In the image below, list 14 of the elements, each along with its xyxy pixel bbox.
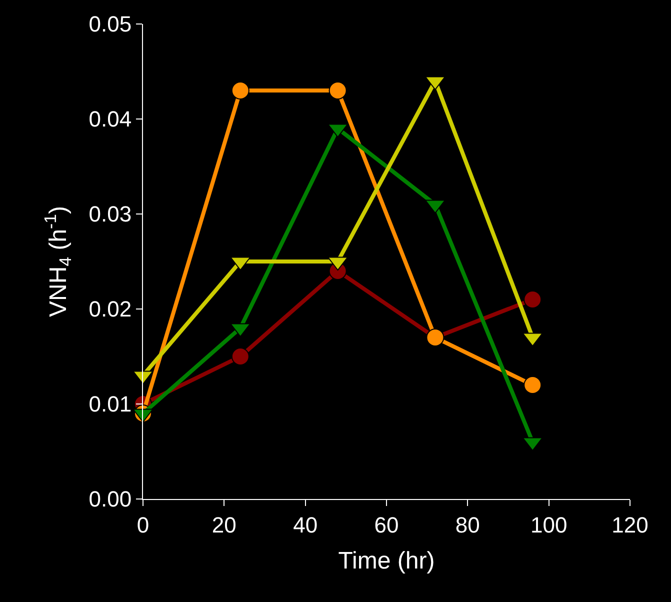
y-tick-label: 0.01 bbox=[88, 392, 132, 417]
x-tick-label: 80 bbox=[455, 512, 480, 538]
y-tick-label: 0.05 bbox=[88, 12, 132, 37]
x-tick-label: 120 bbox=[612, 512, 648, 538]
x-tick-label: 100 bbox=[530, 512, 568, 538]
x-tick-label: 0 bbox=[136, 512, 150, 538]
x-tick-label: 20 bbox=[212, 512, 236, 538]
y-tick-label: 0.03 bbox=[88, 202, 132, 227]
x-tick-label: 40 bbox=[293, 512, 318, 538]
x-axis-title: Time (hr) bbox=[338, 548, 435, 575]
y-tick-label: 0.00 bbox=[88, 486, 132, 512]
y-tick-label: 0.04 bbox=[88, 106, 132, 132]
x-tick-label: 60 bbox=[374, 512, 399, 538]
y-tick-label: 0.02 bbox=[88, 296, 132, 322]
